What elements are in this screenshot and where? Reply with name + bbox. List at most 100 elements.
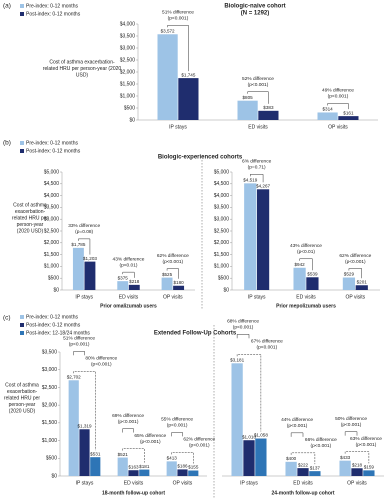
x-tick-label: IP stays	[169, 124, 187, 130]
bar	[342, 277, 356, 290]
annotation-bracket	[290, 452, 316, 465]
value-label: $539	[307, 271, 318, 276]
annotation: 55% difference	[161, 417, 193, 423]
bar	[306, 277, 319, 290]
bar	[297, 468, 309, 476]
x-tick-label: OP visits	[163, 294, 183, 300]
annotation: (p<0.001)	[91, 362, 112, 368]
annotation: (p<0.001)	[248, 82, 269, 88]
bar	[293, 267, 306, 290]
value-label: $161	[343, 110, 354, 115]
x-tick-label: ED visits	[296, 294, 316, 300]
value-label: $525	[162, 272, 173, 277]
chart-title: (N = 1292)	[241, 11, 270, 17]
value-label: $222	[298, 462, 309, 467]
bar	[355, 285, 368, 290]
y-tick-label: $1,000	[42, 438, 58, 444]
y-tick-label: $500	[218, 276, 229, 282]
chart-title: Extended Follow-Up Cohorts	[154, 331, 237, 337]
bar	[338, 116, 359, 120]
annotation: 80% difference	[85, 356, 117, 362]
x-tick-label: IP stays	[76, 480, 94, 486]
y-tick-label: $0	[53, 287, 59, 293]
bar	[237, 100, 258, 120]
y-axis-label: Cost of asthma	[5, 382, 39, 388]
annotation: 51% difference	[63, 336, 95, 342]
value-label: $413	[167, 456, 178, 461]
y-tick-label: $1,500	[120, 81, 136, 87]
value-label: $3,181	[230, 358, 244, 363]
y-tick-label: $1,000	[214, 264, 230, 270]
bar	[351, 468, 363, 476]
bar	[231, 363, 243, 476]
value-label: $4,519	[243, 178, 257, 183]
y-tick-label: $4,500	[214, 181, 230, 187]
annotation: 69% difference	[112, 413, 144, 419]
legend-swatch	[20, 4, 24, 8]
value-label: $163	[128, 464, 139, 469]
y-tick-label: $5,000	[44, 169, 60, 175]
annotation-bracket	[327, 103, 349, 110]
bar	[84, 261, 96, 290]
bar	[157, 34, 178, 120]
value-label: $186	[177, 464, 188, 469]
annotation-bracket	[250, 174, 264, 183]
legend-swatch	[20, 331, 24, 335]
annotation: (p<0.001)	[140, 439, 161, 445]
annotation: (p<0.001)	[167, 423, 188, 429]
y-tick-label: $2,000	[214, 240, 230, 246]
annotation: 67% difference	[251, 339, 283, 345]
annotation: 43% difference	[290, 243, 322, 249]
value-label: $201	[357, 279, 368, 284]
annotation: (p<0.01)	[297, 249, 315, 255]
value-label: $159	[364, 465, 375, 470]
value-label: $218	[129, 279, 140, 284]
y-axis-label: USD)	[76, 72, 89, 78]
annotation-bracket	[247, 91, 269, 104]
bar	[128, 284, 140, 290]
y-tick-label: $3,500	[120, 33, 136, 39]
y-axis-label: exacerbation-	[7, 389, 38, 395]
bar	[255, 438, 267, 476]
value-label: $805	[242, 95, 253, 100]
value-label: $155	[188, 465, 199, 470]
annotation: 49% difference	[322, 88, 354, 94]
y-tick-label: $4,000	[44, 193, 60, 199]
y-axis-label: Cost of asthma exacerbation-	[49, 59, 115, 65]
annotation: 65% difference	[134, 433, 166, 439]
annotation: 63% difference	[350, 436, 382, 442]
value-label: $1,010	[242, 434, 256, 439]
annotation-bracket	[344, 451, 370, 464]
y-tick-label: $2,500	[120, 57, 136, 63]
bar	[72, 247, 84, 290]
panel-label: (b)	[3, 140, 11, 147]
annotation-bracket	[299, 258, 313, 271]
y-tick-label: $2,000	[44, 240, 60, 246]
value-label: $1,745	[181, 72, 195, 77]
y-tick-label: $4,500	[44, 181, 60, 187]
value-label: $383	[263, 105, 274, 110]
y-tick-label: $500	[46, 456, 57, 462]
annotation-bracket	[236, 354, 262, 432]
y-tick-label: $3,000	[120, 45, 136, 51]
panel-label: (c)	[3, 315, 11, 322]
value-label: $375	[118, 275, 129, 280]
annotation: 6% difference	[242, 159, 272, 165]
annotation: (p<0.001)	[233, 325, 254, 331]
annotation: 44% difference	[281, 417, 313, 423]
annotation: (p<0.001)	[345, 259, 366, 265]
y-axis-label: person-year	[17, 222, 44, 228]
y-axis-label: person-year	[9, 402, 36, 408]
legend-label: Post-index: 0-12 months	[26, 11, 81, 17]
legend-label: Post-index: 0-12 months	[26, 148, 81, 154]
annotation: 62% difference	[157, 253, 189, 259]
y-tick-label: $2,500	[42, 385, 58, 391]
annotation-bracket	[236, 334, 250, 339]
annotation: (p<0.001)	[311, 443, 332, 449]
legend-swatch	[20, 149, 24, 153]
bar	[244, 183, 257, 290]
value-label: $4,267	[256, 184, 270, 189]
bar	[309, 471, 321, 476]
